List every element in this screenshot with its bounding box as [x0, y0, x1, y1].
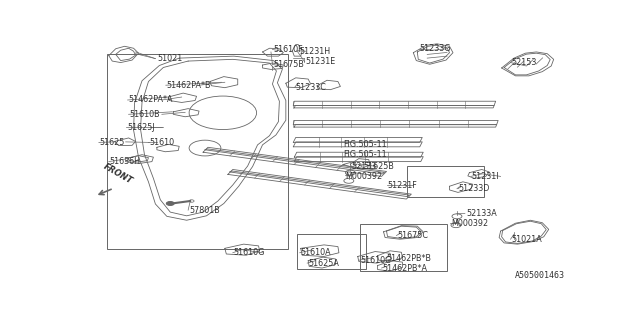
- Text: 51231I: 51231I: [472, 172, 499, 181]
- Text: 52133: 52133: [352, 162, 377, 171]
- Text: 51462PB*B: 51462PB*B: [387, 254, 431, 263]
- Text: 51675B: 51675B: [273, 60, 304, 69]
- Text: 51636H: 51636H: [110, 157, 141, 166]
- Text: 51233G: 51233G: [420, 44, 451, 53]
- Text: M000392: M000392: [346, 172, 383, 181]
- Text: 51610B: 51610B: [129, 110, 160, 119]
- Text: 52153: 52153: [511, 58, 537, 67]
- Text: 51610G: 51610G: [234, 248, 265, 257]
- Text: FRONT: FRONT: [102, 163, 134, 186]
- Text: 52133A: 52133A: [466, 209, 497, 218]
- Text: 51462PA*A: 51462PA*A: [129, 95, 173, 105]
- Text: 51610: 51610: [150, 138, 175, 147]
- Text: 51231E: 51231E: [306, 57, 336, 66]
- Text: 57801B: 57801B: [189, 206, 220, 215]
- Bar: [408, 166, 484, 197]
- Text: 51625B: 51625B: [364, 162, 395, 171]
- Text: 51610A: 51610A: [301, 248, 332, 257]
- Text: 51233C: 51233C: [296, 83, 326, 92]
- Text: FIG.505-11: FIG.505-11: [343, 150, 387, 159]
- Text: 51231F: 51231F: [388, 180, 417, 189]
- Text: 51231H: 51231H: [300, 47, 330, 56]
- Text: A505001463: A505001463: [515, 271, 565, 280]
- Text: 51462PB*A: 51462PB*A: [383, 264, 428, 273]
- Text: 51233D: 51233D: [458, 184, 490, 193]
- Bar: [108, 54, 288, 249]
- Text: 51610C: 51610C: [360, 256, 391, 265]
- Circle shape: [166, 202, 174, 205]
- Text: 51610F: 51610F: [273, 45, 303, 54]
- Bar: [360, 224, 447, 271]
- Text: 51625J: 51625J: [127, 123, 155, 132]
- Text: 51462PA*B: 51462PA*B: [167, 81, 211, 90]
- Text: 51625A: 51625A: [308, 259, 339, 268]
- Bar: [297, 234, 365, 269]
- Text: FIG.505-11: FIG.505-11: [343, 140, 387, 149]
- Text: 51021: 51021: [157, 54, 182, 63]
- Text: 51021A: 51021A: [511, 235, 542, 244]
- Text: 51625: 51625: [100, 138, 125, 147]
- Text: M000392: M000392: [451, 219, 488, 228]
- Text: 51675C: 51675C: [397, 231, 428, 240]
